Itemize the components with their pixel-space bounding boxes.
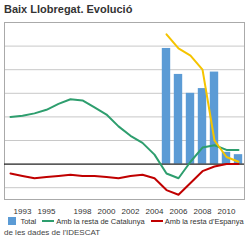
html-text:Baix Llobregat. Evolució: Baix Llobregat. Evolució (4, 3, 133, 15)
svg-text:2004: 2004 (146, 207, 164, 215)
html-text:Total: Total (20, 216, 37, 226)
html-text:Amb la resta d'Espanya: Amb la resta d'Espanya (164, 216, 244, 226)
svg-text:2010: 2010 (218, 207, 236, 215)
svg-text:2002: 2002 (122, 207, 140, 215)
svg-text:2006: 2006 (170, 207, 188, 215)
html-text:Amb la resta de Catalunya: Amb la resta de Catalunya (56, 216, 145, 226)
svg-text:2000: 2000 (98, 207, 116, 215)
html-text:de les dades de l'IDESCAT: de les dades de l'IDESCAT (4, 228, 101, 237)
svg-text:1998: 1998 (74, 207, 92, 215)
svg-text:1995: 1995 (38, 207, 56, 215)
svg-text:1993: 1993 (14, 207, 32, 215)
svg-text:2008: 2008 (194, 207, 212, 215)
